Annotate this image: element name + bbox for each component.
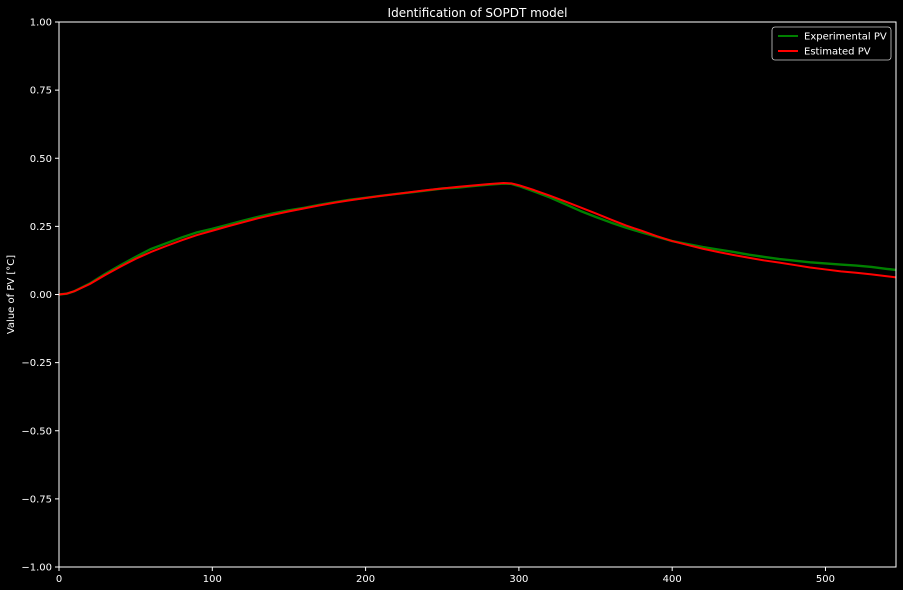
y-tick-label: 1.00 — [30, 18, 52, 29]
y-tick-label: 0.50 — [30, 154, 52, 165]
x-tick-label: 100 — [203, 574, 222, 585]
y-tick-label: 0.00 — [30, 290, 52, 301]
ticks-layer: 0 100 200 300 400 500 −1.00 −0.75 −0.50 −0.25 0.00… — [21, 18, 835, 586]
y-tick-label: −0.50 — [21, 426, 52, 437]
legend-label-estimated: Estimated PV — [804, 47, 871, 58]
y-tick-label: 0.75 — [30, 86, 52, 97]
series-line-estimated-pv — [58, 182, 897, 296]
legend: Experimental PV Estimated PV — [771, 26, 892, 61]
y-tick-label: −0.75 — [21, 494, 52, 505]
series-layer — [58, 182, 897, 296]
x-tick-label: 400 — [663, 574, 682, 585]
plot-background — [59, 22, 896, 567]
legend-box — [771, 26, 892, 61]
y-tick-label: −0.25 — [21, 358, 52, 369]
x-tick-label: 200 — [356, 574, 375, 585]
legend-label-experimental: Experimental PV — [804, 32, 887, 43]
chart-title: Identification of SOPDT model — [388, 6, 568, 20]
y-axis-label: Value of PV [°C] — [6, 255, 17, 334]
x-tick-label: 300 — [509, 574, 528, 585]
x-tick-label: 500 — [816, 574, 835, 585]
y-tick-label: −1.00 — [21, 563, 52, 574]
y-tick-label: 0.25 — [30, 222, 52, 233]
x-tick-label: 0 — [56, 574, 62, 585]
